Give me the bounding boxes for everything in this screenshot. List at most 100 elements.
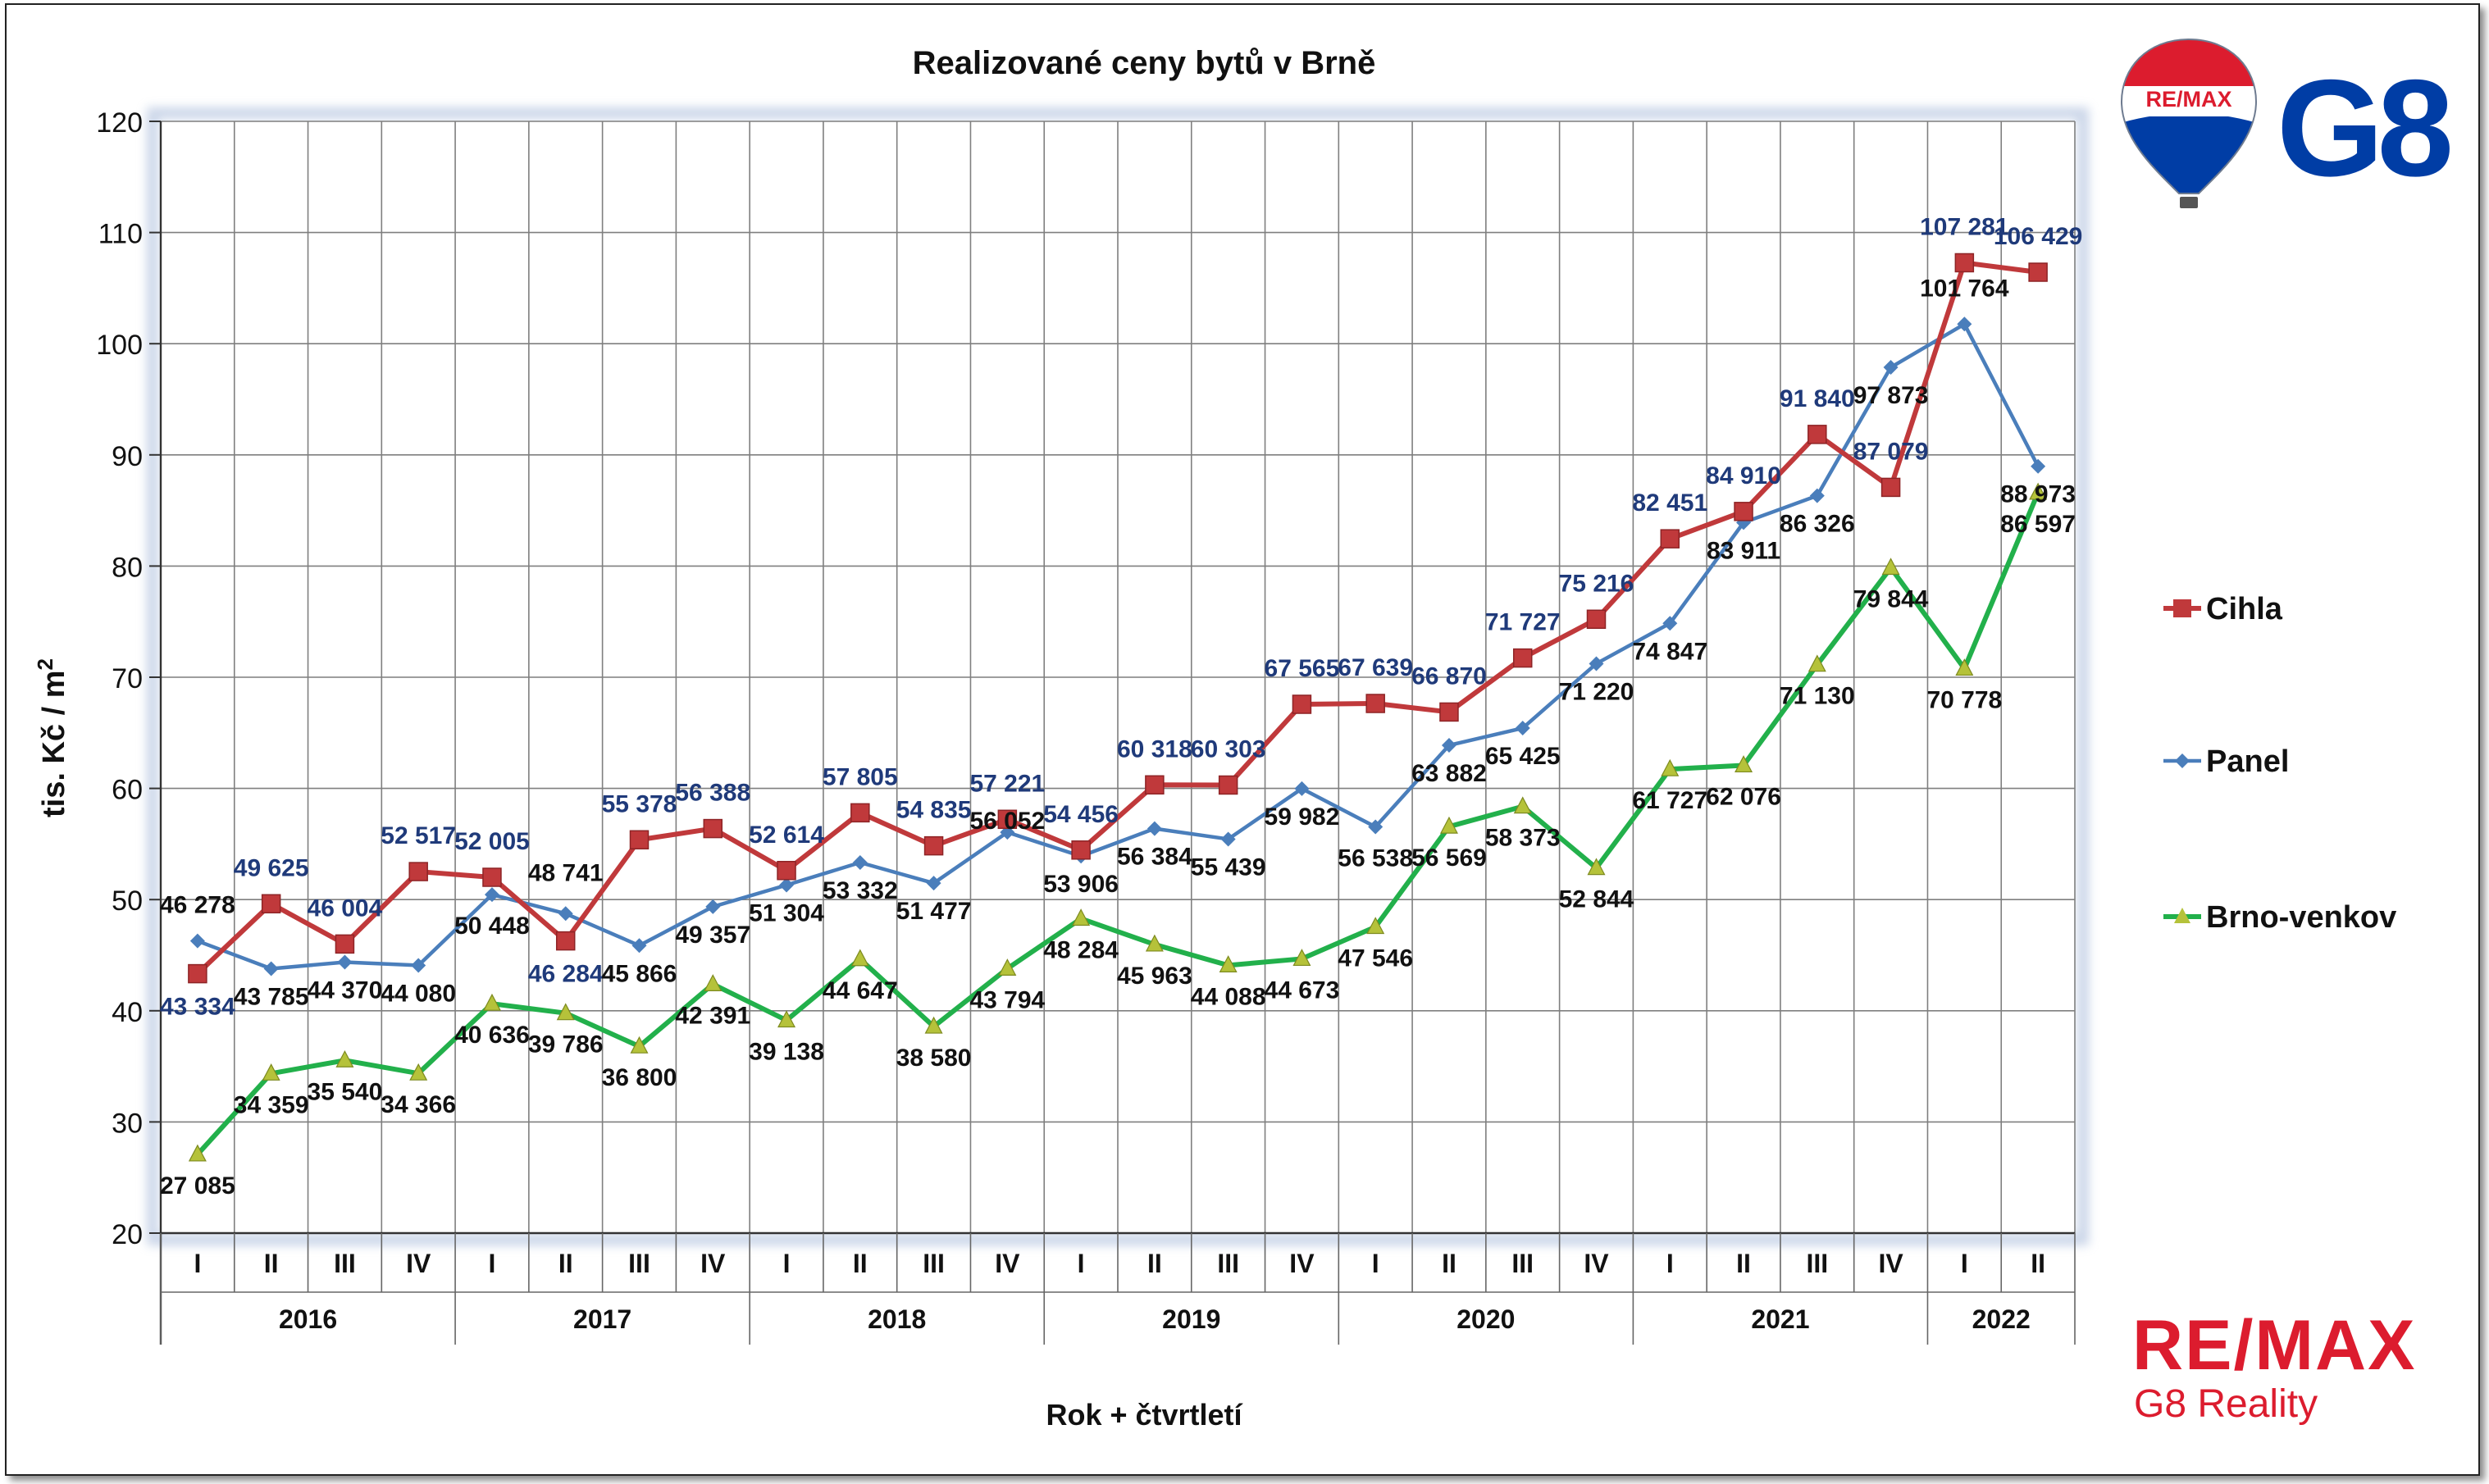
year-label: 2019 bbox=[1162, 1304, 1220, 1334]
series-line-cihla bbox=[195, 260, 2039, 976]
data-point bbox=[411, 958, 426, 973]
data-point bbox=[261, 894, 281, 914]
data-point bbox=[1145, 934, 1164, 952]
data-point bbox=[1954, 253, 1975, 273]
data-point bbox=[556, 1003, 575, 1021]
quarter-label: I bbox=[783, 1249, 791, 1278]
quarter-label: II bbox=[1147, 1249, 1162, 1278]
remax-wordmark: RE/MAX bbox=[2132, 1306, 2416, 1385]
data-point bbox=[1587, 858, 1606, 876]
data-label: 71 727 bbox=[1485, 609, 1561, 636]
data-label: 91 840 bbox=[1780, 385, 1855, 412]
legend-marker bbox=[2175, 753, 2190, 768]
grid-lines bbox=[160, 121, 2076, 1234]
quarter-label: IV bbox=[1878, 1249, 1903, 1278]
data-label: 59 982 bbox=[1265, 803, 1340, 831]
data-label: 56 538 bbox=[1338, 845, 1413, 872]
data-label: 71 130 bbox=[1780, 683, 1855, 710]
data-label: 97 873 bbox=[1853, 382, 1929, 409]
quarter-label: IV bbox=[406, 1249, 431, 1278]
data-label: 52 844 bbox=[1559, 886, 1634, 913]
data-label: 67 639 bbox=[1338, 654, 1413, 681]
g8-logo-text: G8 bbox=[2277, 51, 2450, 205]
legend-label: Brno-venkov bbox=[2206, 900, 2396, 935]
quarter-label: III bbox=[923, 1249, 945, 1278]
data-label: 87 079 bbox=[1853, 438, 1929, 465]
data-point bbox=[850, 803, 870, 823]
data-label: 67 565 bbox=[1265, 655, 1340, 682]
data-point bbox=[1292, 949, 1311, 967]
data-point bbox=[1441, 737, 1456, 753]
legend-marker bbox=[2174, 908, 2190, 923]
data-point bbox=[704, 974, 723, 991]
data-label: 82 451 bbox=[1632, 489, 1707, 517]
data-point bbox=[1662, 616, 1678, 631]
data-label: 61 727 bbox=[1632, 787, 1707, 814]
data-point bbox=[1439, 816, 1458, 834]
data-label: 49 625 bbox=[234, 854, 309, 881]
data-point bbox=[1513, 796, 1532, 814]
data-point bbox=[1955, 658, 1974, 676]
data-point bbox=[408, 862, 428, 881]
data-label: 52 517 bbox=[381, 822, 456, 849]
data-point bbox=[484, 887, 499, 903]
data-point bbox=[1292, 694, 1312, 714]
quarter-label: IV bbox=[995, 1249, 1020, 1278]
series-line-panel bbox=[197, 322, 2040, 971]
data-label: 57 221 bbox=[969, 770, 1045, 797]
data-label: 74 847 bbox=[1632, 638, 1707, 665]
legend: Cihla Panel Brno-venkov bbox=[2163, 592, 2396, 935]
data-point bbox=[2031, 458, 2046, 474]
year-label: 2021 bbox=[1751, 1304, 1809, 1334]
data-label: 34 366 bbox=[381, 1091, 456, 1118]
data-point bbox=[777, 1010, 796, 1028]
data-point bbox=[998, 958, 1017, 976]
series-cihla bbox=[188, 253, 2048, 984]
data-point bbox=[1807, 654, 1826, 672]
y-tick-label: 120 bbox=[96, 107, 143, 139]
data-label: 86 326 bbox=[1780, 511, 1855, 538]
quarter-label: IV bbox=[1289, 1249, 1315, 1278]
data-label: 79 844 bbox=[1853, 586, 1929, 613]
legend-entry-cihla: Cihla bbox=[2163, 592, 2283, 626]
data-label: 56 569 bbox=[1411, 844, 1487, 872]
data-point bbox=[924, 1016, 943, 1034]
data-label: 58 373 bbox=[1485, 825, 1561, 852]
data-label: 53 332 bbox=[823, 877, 898, 904]
data-label: 83 911 bbox=[1707, 537, 1780, 564]
data-point bbox=[1146, 821, 1162, 836]
data-label: 84 910 bbox=[1706, 462, 1781, 489]
data-label: 56 388 bbox=[675, 780, 750, 807]
data-point bbox=[1366, 917, 1385, 935]
data-point bbox=[1071, 840, 1091, 860]
data-label: 63 882 bbox=[1411, 760, 1487, 787]
y-tick-label: 50 bbox=[112, 885, 143, 917]
data-label: 60 318 bbox=[1117, 735, 1192, 762]
data-point bbox=[1883, 360, 1899, 376]
data-point bbox=[631, 938, 647, 954]
data-point bbox=[705, 899, 721, 914]
quarter-label: IV bbox=[1584, 1249, 1609, 1278]
data-label: 54 835 bbox=[896, 797, 972, 824]
data-label: 70 778 bbox=[1926, 686, 2002, 713]
data-label: 86 597 bbox=[2000, 511, 2076, 538]
data-label: 43 785 bbox=[234, 983, 309, 1010]
data-point bbox=[263, 961, 279, 976]
data-label: 49 357 bbox=[675, 922, 750, 949]
data-point bbox=[1589, 656, 1604, 671]
data-point bbox=[558, 906, 573, 922]
y-tick-label: 90 bbox=[112, 441, 143, 472]
quarter-label: I bbox=[1372, 1249, 1379, 1278]
data-label: 71 220 bbox=[1559, 678, 1634, 705]
data-label: 48 741 bbox=[528, 859, 604, 886]
data-label: 66 870 bbox=[1411, 662, 1487, 690]
data-point bbox=[1512, 648, 1533, 668]
chart-title: Realizované ceny bytů v Brně bbox=[913, 45, 1376, 81]
quarter-label: I bbox=[1666, 1249, 1674, 1278]
data-label: 35 540 bbox=[308, 1078, 383, 1105]
data-point bbox=[630, 1036, 649, 1054]
data-label: 44 673 bbox=[1265, 976, 1340, 1004]
data-label: 50 448 bbox=[454, 913, 530, 940]
year-label: 2022 bbox=[1972, 1304, 2031, 1334]
